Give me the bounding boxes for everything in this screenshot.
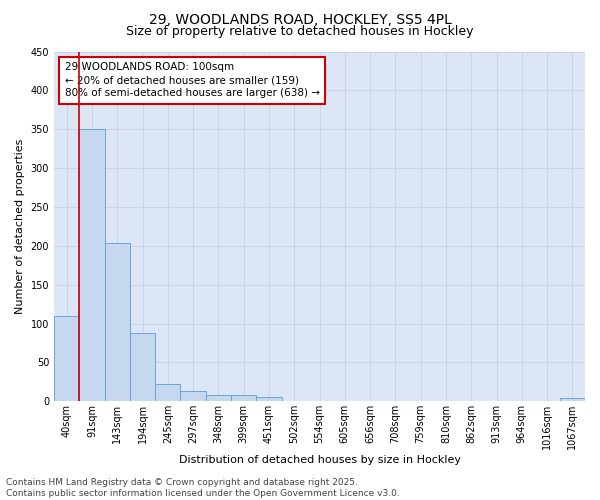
Bar xyxy=(181,391,206,402)
X-axis label: Distribution of detached houses by size in Hockley: Distribution of detached houses by size … xyxy=(179,455,461,465)
Bar xyxy=(256,398,281,402)
Text: 29 WOODLANDS ROAD: 100sqm
← 20% of detached houses are smaller (159)
80% of semi: 29 WOODLANDS ROAD: 100sqm ← 20% of detac… xyxy=(65,62,320,98)
Y-axis label: Number of detached properties: Number of detached properties xyxy=(15,138,25,314)
Bar xyxy=(104,242,130,402)
Text: 29, WOODLANDS ROAD, HOCKLEY, SS5 4PL: 29, WOODLANDS ROAD, HOCKLEY, SS5 4PL xyxy=(149,12,451,26)
Bar xyxy=(206,395,231,402)
Text: Size of property relative to detached houses in Hockley: Size of property relative to detached ho… xyxy=(126,25,474,38)
Text: Contains HM Land Registry data © Crown copyright and database right 2025.
Contai: Contains HM Land Registry data © Crown c… xyxy=(6,478,400,498)
Bar xyxy=(79,129,104,402)
Bar xyxy=(231,395,256,402)
Bar xyxy=(155,384,181,402)
Bar xyxy=(560,398,585,402)
Bar xyxy=(281,400,307,402)
Bar xyxy=(54,316,79,402)
Bar xyxy=(130,333,155,402)
